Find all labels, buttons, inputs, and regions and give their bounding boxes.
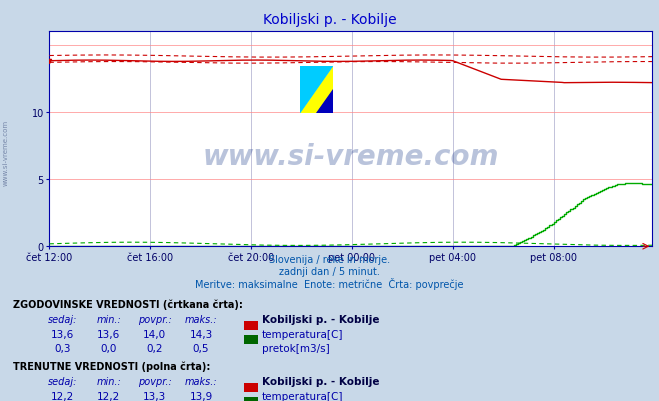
Text: 13,3: 13,3 bbox=[143, 391, 167, 401]
Text: 13,6: 13,6 bbox=[51, 329, 74, 339]
Text: temperatura[C]: temperatura[C] bbox=[262, 329, 343, 339]
Text: 12,2: 12,2 bbox=[97, 391, 121, 401]
Text: 14,0: 14,0 bbox=[143, 329, 167, 339]
Text: Kobiljski p. - Kobilje: Kobiljski p. - Kobilje bbox=[262, 376, 379, 386]
Polygon shape bbox=[316, 90, 333, 113]
Text: 14,3: 14,3 bbox=[189, 329, 213, 339]
Text: 12,2: 12,2 bbox=[51, 391, 74, 401]
Text: min.:: min.: bbox=[96, 376, 121, 386]
Text: povpr.:: povpr.: bbox=[138, 314, 172, 324]
Text: povpr.:: povpr.: bbox=[138, 376, 172, 386]
Text: Slovenija / reke in morje.: Slovenija / reke in morje. bbox=[269, 255, 390, 265]
Text: 13,9: 13,9 bbox=[189, 391, 213, 401]
Text: pretok[m3/s]: pretok[m3/s] bbox=[262, 343, 330, 353]
Text: 13,6: 13,6 bbox=[97, 329, 121, 339]
Text: min.:: min.: bbox=[96, 314, 121, 324]
Text: TRENUTNE VREDNOSTI (polna črta):: TRENUTNE VREDNOSTI (polna črta): bbox=[13, 360, 211, 371]
Text: sedaj:: sedaj: bbox=[48, 376, 77, 386]
Text: Kobiljski p. - Kobilje: Kobiljski p. - Kobilje bbox=[262, 314, 379, 324]
Text: zadnji dan / 5 minut.: zadnji dan / 5 minut. bbox=[279, 266, 380, 276]
Text: Meritve: maksimalne  Enote: metrične  Črta: povprečje: Meritve: maksimalne Enote: metrične Črta… bbox=[195, 277, 464, 289]
Text: www.si-vreme.com: www.si-vreme.com bbox=[2, 119, 9, 185]
Text: 0,0: 0,0 bbox=[101, 343, 117, 353]
Text: 0,5: 0,5 bbox=[192, 343, 210, 353]
Polygon shape bbox=[300, 67, 333, 113]
Text: www.si-vreme.com: www.si-vreme.com bbox=[203, 142, 499, 170]
Text: temperatura[C]: temperatura[C] bbox=[262, 391, 343, 401]
Polygon shape bbox=[300, 67, 333, 113]
Text: maks.:: maks.: bbox=[185, 376, 217, 386]
Text: 0,2: 0,2 bbox=[146, 343, 163, 353]
Text: maks.:: maks.: bbox=[185, 314, 217, 324]
Text: 0,3: 0,3 bbox=[54, 343, 71, 353]
Text: ZGODOVINSKE VREDNOSTI (črtkana črta):: ZGODOVINSKE VREDNOSTI (črtkana črta): bbox=[13, 299, 243, 309]
Text: sedaj:: sedaj: bbox=[48, 314, 77, 324]
Text: Kobiljski p. - Kobilje: Kobiljski p. - Kobilje bbox=[263, 13, 396, 27]
